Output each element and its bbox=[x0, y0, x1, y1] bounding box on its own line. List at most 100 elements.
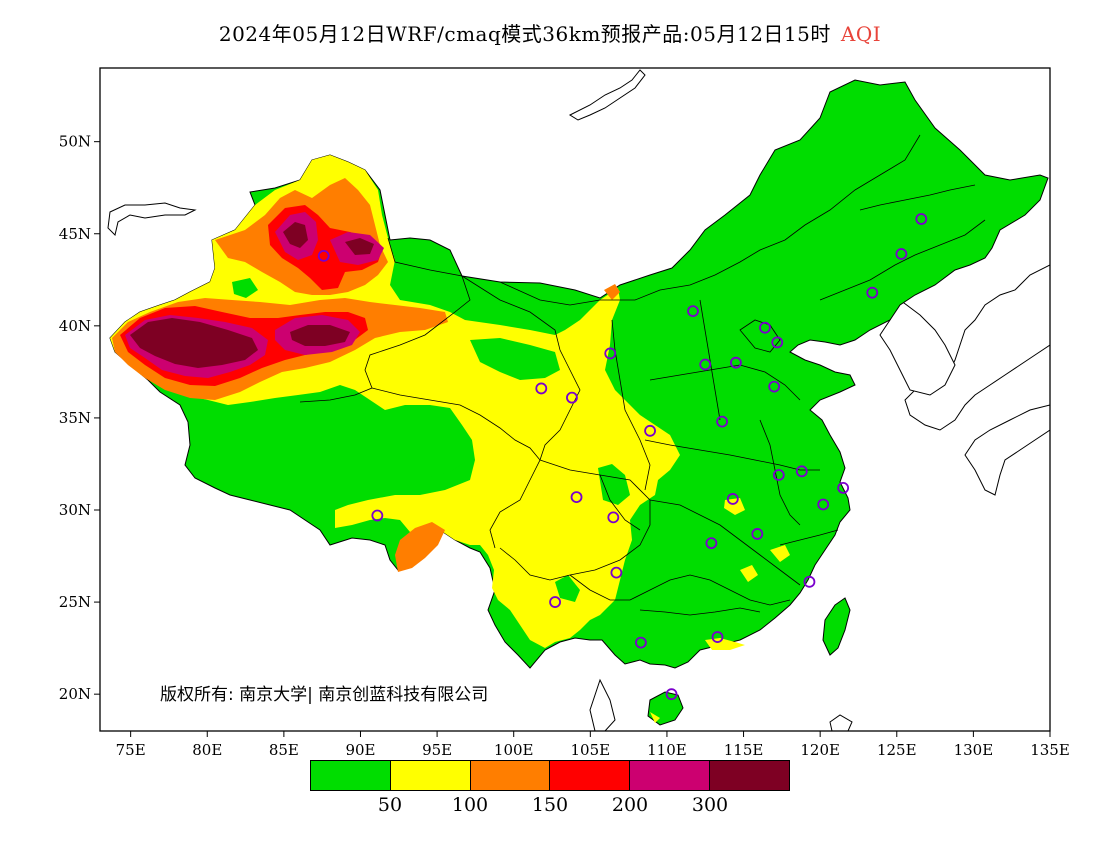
city-station-marker-27 bbox=[771, 336, 784, 349]
legend-swatch-4 bbox=[630, 761, 711, 790]
japan-south-outline bbox=[964, 404, 1050, 496]
lon-tick-label-5: 100E bbox=[494, 741, 534, 759]
moderate-jiangnan-2 bbox=[740, 565, 758, 582]
map-frame bbox=[99, 67, 1051, 732]
good-tibet-inner bbox=[352, 415, 465, 482]
lon-tick-label-12: 135E bbox=[1030, 741, 1070, 759]
caspian-lake-outline bbox=[107, 202, 197, 236]
city-station-marker-26 bbox=[759, 321, 771, 334]
japan-korea-outline bbox=[904, 264, 1050, 431]
legend-label-2: 150 bbox=[531, 794, 569, 816]
boundary-heilongjiang bbox=[859, 184, 976, 211]
city-station-marker-30 bbox=[915, 213, 928, 225]
lon-tick-label-4: 95E bbox=[422, 741, 452, 759]
city-station-marker-9 bbox=[549, 596, 561, 608]
city-station-marker-29 bbox=[895, 248, 908, 260]
legend-swatch-0 bbox=[311, 761, 391, 790]
hazardous-tarim-east bbox=[290, 325, 350, 346]
title-variable: AQI bbox=[840, 22, 882, 46]
boundary-hunan-jiangxi bbox=[649, 499, 801, 586]
lon-tick-label-1: 80E bbox=[192, 741, 222, 759]
lon-tick-label-6: 105E bbox=[571, 741, 611, 759]
aqi-zone-good-inner bbox=[232, 278, 630, 602]
map-area bbox=[107, 69, 1050, 731]
legend-swatch-5 bbox=[710, 761, 789, 790]
philippines-outline bbox=[829, 714, 853, 731]
hazardous-north-2 bbox=[345, 238, 374, 255]
city-station-marker-17 bbox=[795, 465, 808, 478]
city-station-marker-25 bbox=[687, 305, 699, 318]
city-station-marker-5 bbox=[644, 424, 656, 437]
city-station-marker-20 bbox=[803, 575, 816, 588]
boundary-gansu bbox=[461, 275, 581, 461]
boundary-anhui-jiangsu bbox=[759, 419, 801, 526]
legend-swatch-3 bbox=[550, 761, 631, 790]
lon-tick-label-7: 110E bbox=[647, 741, 687, 759]
lon-tick-label-9: 120E bbox=[800, 741, 840, 759]
legend-swatch-2 bbox=[470, 761, 551, 790]
lon-tick-label-8: 115E bbox=[724, 741, 764, 759]
city-station-marker-22 bbox=[768, 380, 781, 393]
legend-label-0: 50 bbox=[377, 794, 403, 816]
moderate-ningxia bbox=[565, 340, 590, 368]
lat-tick-label-2: 30N bbox=[59, 501, 91, 519]
hazardous-tarim bbox=[130, 318, 258, 368]
lon-tick-label-0: 75E bbox=[116, 741, 146, 759]
city-station-marker-24 bbox=[699, 358, 712, 371]
hainan-yellow-patch bbox=[650, 712, 660, 723]
sensitive-tibet-south bbox=[395, 522, 445, 572]
legend-label-3: 200 bbox=[611, 794, 649, 816]
map-title: 2024年05月12日WRF/cmaq模式36km预报产品:05月12日15时 A… bbox=[0, 18, 1100, 47]
legend-swatch-1 bbox=[390, 761, 471, 790]
city-station-marker-21 bbox=[716, 415, 728, 428]
hazardous-north-1 bbox=[283, 222, 308, 248]
lat-tick-label-6: 50N bbox=[59, 133, 91, 151]
indochina-outline bbox=[589, 678, 616, 731]
city-station-marker-7 bbox=[607, 511, 620, 524]
good-northxinjiang bbox=[232, 278, 258, 298]
lat-tick-label-4: 40N bbox=[59, 317, 91, 335]
boundary-sichuan bbox=[499, 459, 651, 581]
city-station-marker-23 bbox=[729, 356, 742, 369]
boundary-chongqing bbox=[599, 474, 641, 531]
lon-tick-label-10: 125E bbox=[877, 741, 917, 759]
boundary-yunnan-guizhou bbox=[569, 574, 791, 606]
good-sichuan-basin bbox=[598, 464, 630, 505]
boundary-fujian-zhejiang bbox=[779, 529, 839, 546]
city-station-marker-19 bbox=[837, 481, 850, 494]
boundary-xinjiang bbox=[299, 237, 471, 403]
moderate-jiangnan-3 bbox=[770, 545, 790, 562]
lon-tick-label-2: 85E bbox=[269, 741, 299, 759]
city-station-marker-18 bbox=[817, 498, 830, 511]
map-axes: 75E 80E 85E 90E 95E 100E 105E 110E 115E 120E 125E 1… bbox=[59, 133, 1070, 759]
copyright-notice: 版权所有: 南京大学| 南京创蓝科技有限公司 bbox=[160, 685, 489, 705]
hainan-island bbox=[647, 691, 684, 726]
legend-label-4: 300 bbox=[691, 794, 729, 816]
city-station-marker-0 bbox=[317, 249, 330, 262]
city-station-marker-2 bbox=[535, 382, 548, 395]
lat-tick-label-3: 35N bbox=[59, 409, 91, 427]
boundary-liaoning-jilin bbox=[819, 219, 986, 301]
legend-label-1: 100 bbox=[451, 794, 489, 816]
sensitive-neimenggu bbox=[604, 284, 620, 300]
boundary-neimenggu bbox=[499, 134, 921, 306]
aqi-legend-bar bbox=[310, 760, 790, 791]
lat-tick-label-1: 25N bbox=[59, 593, 91, 611]
city-station-marker-14 bbox=[726, 493, 739, 505]
city-station-marker-1 bbox=[371, 509, 384, 522]
good-southwest bbox=[555, 575, 580, 602]
city-station-marker-4 bbox=[604, 347, 617, 360]
title-text: 2024年05月12日WRF/cmaq模式36km预报产品:05月12日15时 bbox=[218, 22, 831, 46]
boundary-beijing-tianjin bbox=[739, 319, 781, 353]
city-station-marker-12 bbox=[711, 631, 724, 643]
city-station-marker-16 bbox=[772, 469, 785, 481]
moderate-west bbox=[110, 155, 680, 648]
city-station-marker-8 bbox=[610, 566, 623, 579]
boundary-tibet-qinghai bbox=[371, 387, 541, 549]
city-station-marker-6 bbox=[570, 491, 583, 504]
foreign-coastlines bbox=[107, 69, 1050, 731]
baikal-outline bbox=[568, 69, 646, 121]
lat-tick-label-5: 45N bbox=[59, 225, 91, 243]
good-qaidam bbox=[470, 338, 560, 380]
